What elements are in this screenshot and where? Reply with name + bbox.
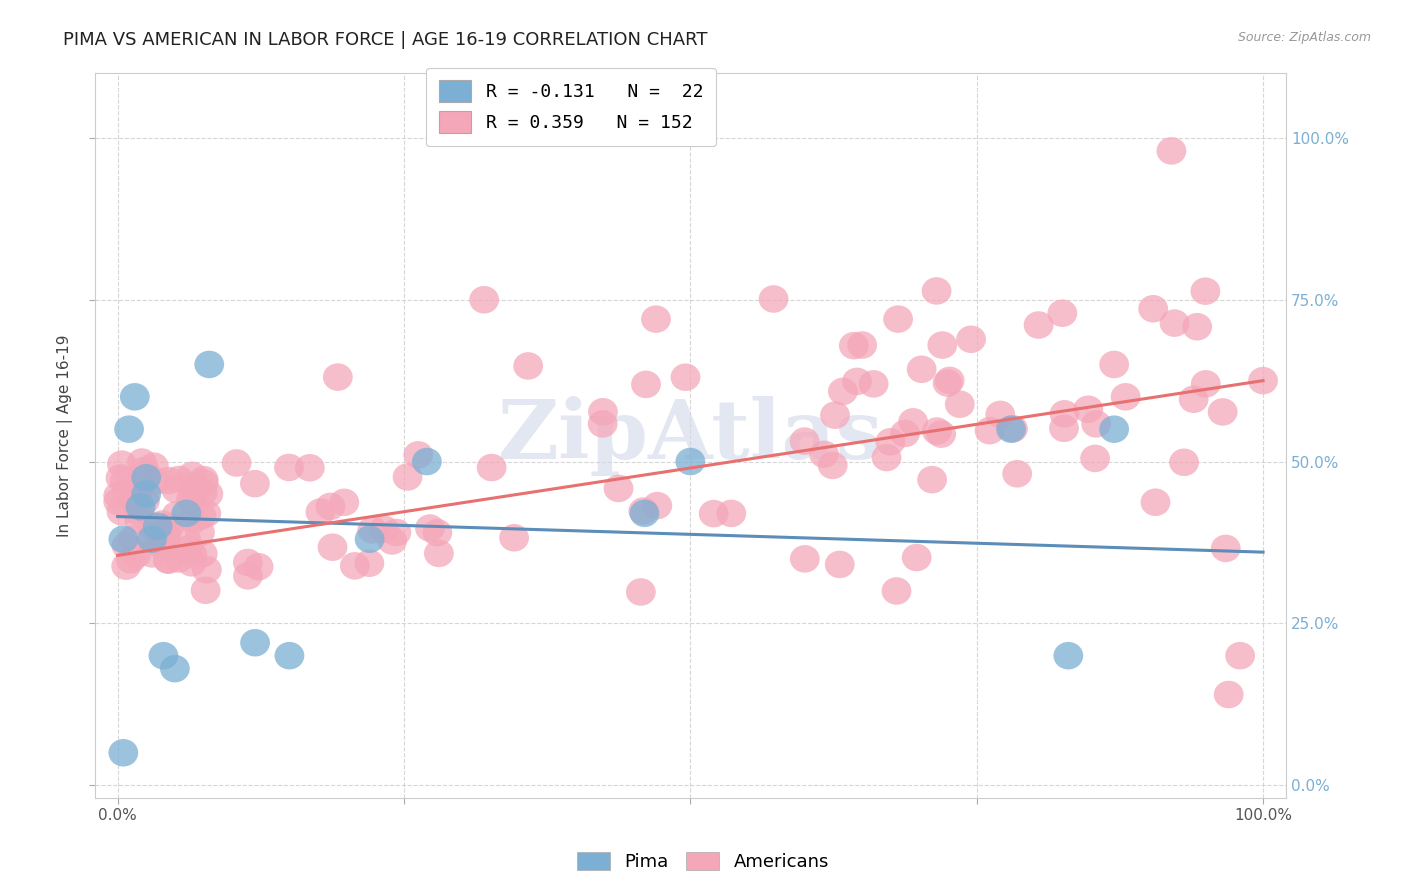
Legend: Pima, Americans: Pima, Americans — [569, 845, 837, 879]
Text: ZipAtlas: ZipAtlas — [498, 396, 883, 475]
Y-axis label: In Labor Force | Age 16-19: In Labor Force | Age 16-19 — [58, 334, 73, 537]
Text: Source: ZipAtlas.com: Source: ZipAtlas.com — [1237, 31, 1371, 45]
Legend: R = -0.131   N =  22, R = 0.359   N = 152: R = -0.131 N = 22, R = 0.359 N = 152 — [426, 68, 716, 146]
Text: PIMA VS AMERICAN IN LABOR FORCE | AGE 16-19 CORRELATION CHART: PIMA VS AMERICAN IN LABOR FORCE | AGE 16… — [63, 31, 707, 49]
